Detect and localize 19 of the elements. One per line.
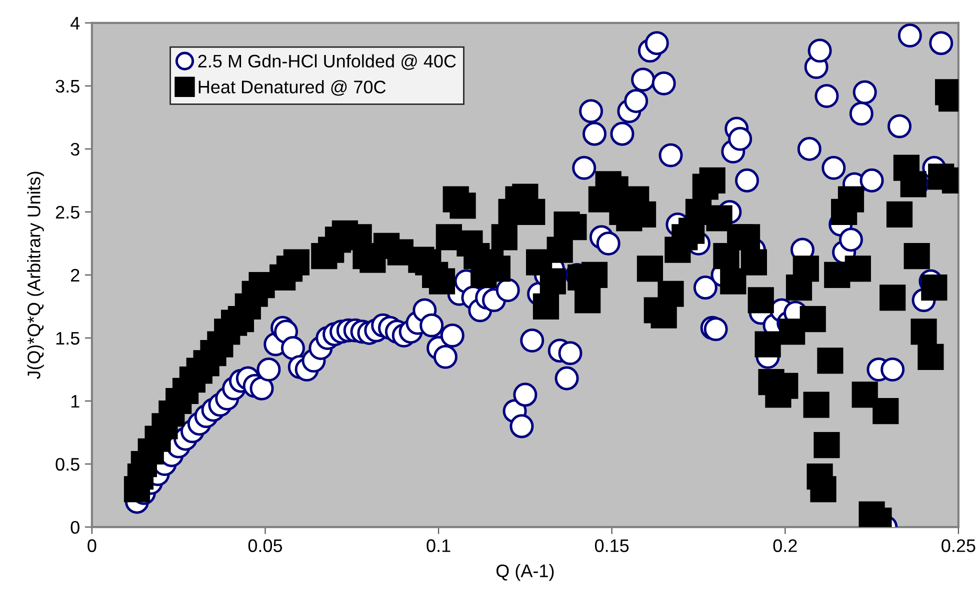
- y-tick-label: 4: [70, 17, 80, 30]
- x-tick-label: 0: [88, 539, 96, 552]
- x-tick-label: 0.1: [426, 539, 450, 552]
- legend-label: 2.5 M Gdn-HCl Unfolded @ 40C: [198, 54, 456, 70]
- y-tick-label: 3: [70, 142, 80, 156]
- y-tick-label: 3.5: [56, 80, 80, 93]
- y-tick-label: 2.5: [56, 206, 80, 219]
- x-axis-title: Q (A-1): [496, 564, 554, 581]
- x-tick-label: 0.15: [594, 539, 629, 552]
- legend-label: Heat Denatured @ 70C: [198, 80, 386, 96]
- y-tick-label: 0: [70, 520, 80, 534]
- y-tick-label: 1: [71, 395, 80, 408]
- y-tick-label: 0.5: [56, 458, 80, 471]
- y-tick-label: 2: [70, 268, 80, 282]
- x-tick-label: 0.05: [248, 539, 282, 552]
- x-tick-label: 0.25: [942, 539, 976, 552]
- x-tick-label: 0.2: [773, 539, 797, 552]
- y-tick-label: 1.5: [56, 332, 80, 345]
- y-axis-title: J(Q)*Q*Q (Arbitrary Units): [27, 172, 44, 380]
